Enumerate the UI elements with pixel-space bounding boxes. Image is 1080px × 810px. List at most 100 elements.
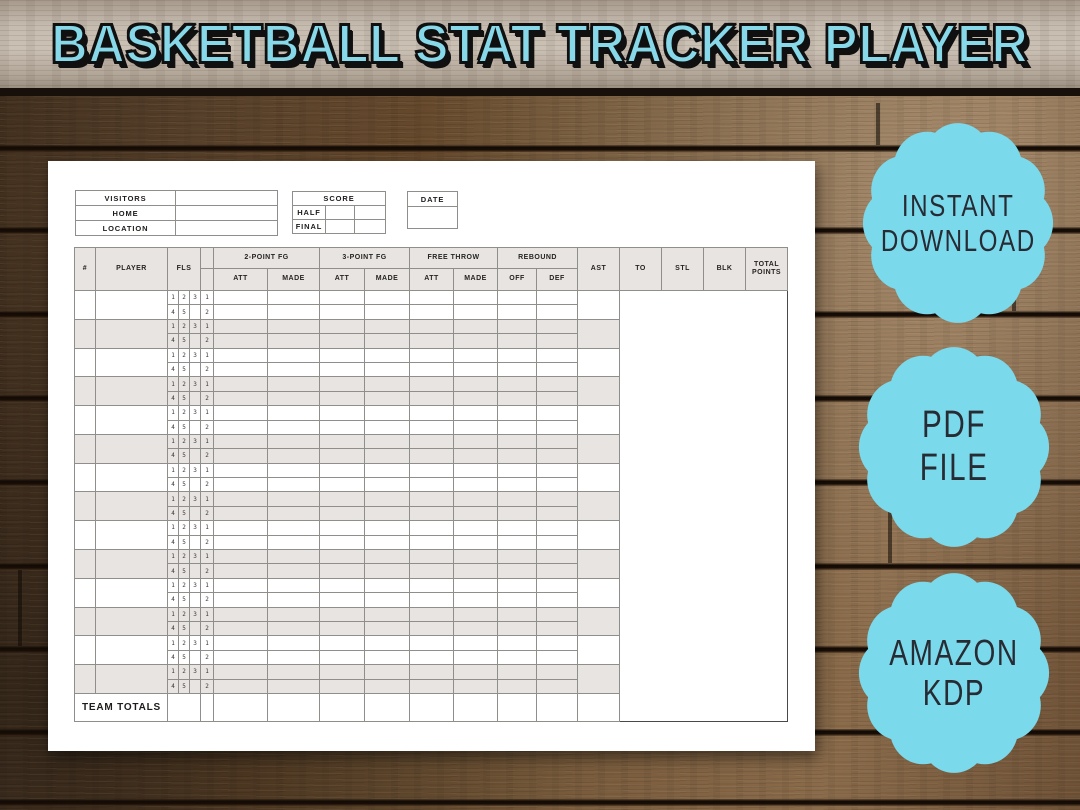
stat-cell xyxy=(364,289,411,306)
stat-cell xyxy=(497,289,538,306)
stat-cell xyxy=(497,577,538,594)
stat-cell xyxy=(364,606,411,622)
foul-cell: 5 xyxy=(178,534,190,551)
stat-cell xyxy=(213,318,269,335)
stat-cell xyxy=(364,534,411,551)
foul-cell: 2 xyxy=(178,376,190,392)
period-cell: 1 xyxy=(200,289,215,306)
foul-cell: 2 xyxy=(178,577,190,594)
badge-line: DOWNLOAD xyxy=(880,222,1036,258)
stat-cell xyxy=(497,664,538,680)
totals-stat-cell xyxy=(213,692,269,722)
stat-table-header: # PLAYER FLS 2-POINT FG 3-POINT FG FREE … xyxy=(74,247,789,291)
page-title: BASKETBALL STAT TRACKER PLAYER xyxy=(50,13,1029,75)
stat-cell xyxy=(213,649,269,666)
foul-cell: 5 xyxy=(178,649,190,666)
stat-cell xyxy=(409,606,455,622)
badge-line: PDF xyxy=(922,404,986,447)
stat-cell xyxy=(364,664,411,680)
stat-cell xyxy=(536,549,579,565)
totals-stat-cell xyxy=(364,692,411,722)
stat-cell xyxy=(319,347,366,363)
stat-cell xyxy=(497,376,538,392)
period-cell: 1 xyxy=(200,376,215,392)
stat-cell xyxy=(364,419,411,435)
foul-cell: 4 xyxy=(167,333,179,349)
col-header-reb-off: OFF xyxy=(497,268,538,291)
player-number-cell xyxy=(74,462,96,493)
period-cell: 2 xyxy=(200,649,215,666)
stat-cell xyxy=(267,462,321,479)
foul-cell xyxy=(188,477,202,493)
stat-cell xyxy=(497,304,538,320)
stat-cell xyxy=(267,505,321,522)
plank-gap xyxy=(0,145,1080,152)
foul-cell: 5 xyxy=(178,477,190,493)
stat-cell xyxy=(213,405,269,421)
stat-cell xyxy=(536,376,579,392)
stat-cell xyxy=(453,361,499,378)
badge-line: AMAZON xyxy=(889,631,1019,673)
badge-line: FILE xyxy=(919,446,989,489)
player-number-cell xyxy=(74,549,96,579)
period-cell: 2 xyxy=(200,592,215,608)
period-cell: 2 xyxy=(200,419,215,435)
foul-cell: 2 xyxy=(178,433,190,450)
player-name-cell xyxy=(95,491,168,522)
col-header-2pt-made: MADE xyxy=(267,268,321,291)
foul-cell: 4 xyxy=(167,678,179,694)
stat-cell xyxy=(267,577,321,594)
stat-cell xyxy=(409,534,455,551)
player-number-cell xyxy=(74,635,96,666)
stat-cell xyxy=(409,347,455,363)
foul-cell: 5 xyxy=(178,448,190,464)
stat-cell xyxy=(267,448,321,464)
stat-cell xyxy=(409,664,455,680)
stat-cell xyxy=(536,448,579,464)
half-score-cell xyxy=(325,205,355,220)
stat-cell xyxy=(536,577,579,594)
stat-cell xyxy=(409,563,455,579)
stat-cell xyxy=(536,318,579,335)
stat-cell xyxy=(497,520,538,536)
stat-cell xyxy=(319,592,366,608)
stat-cell xyxy=(319,405,366,421)
stat-cell xyxy=(267,491,321,507)
col-header-ast: AST xyxy=(577,247,621,291)
stat-cell xyxy=(319,491,366,507)
score-header-row: SCORE xyxy=(291,191,387,206)
foul-cell: 1 xyxy=(167,433,179,450)
total-points-cell xyxy=(577,318,621,349)
stat-cell xyxy=(364,304,411,320)
stat-cell xyxy=(213,390,269,407)
stat-cell xyxy=(497,649,538,666)
foul-cell: 5 xyxy=(178,592,190,608)
totals-stat-cell xyxy=(536,692,579,722)
stat-cell xyxy=(453,304,499,320)
foul-cell: 3 xyxy=(188,520,202,536)
foul-cell xyxy=(188,505,202,522)
stat-cell xyxy=(213,304,269,320)
stat-cell xyxy=(453,448,499,464)
foul-cell: 3 xyxy=(188,405,202,421)
foul-cell: 5 xyxy=(178,390,190,407)
player-name-cell xyxy=(95,433,168,464)
period-cell: 1 xyxy=(200,664,215,680)
stat-cell xyxy=(213,678,269,694)
foul-cell: 5 xyxy=(178,304,190,320)
location-row: LOCATION xyxy=(75,220,278,236)
foul-cell: 3 xyxy=(188,606,202,622)
stat-cell xyxy=(319,664,366,680)
stat-cell xyxy=(267,534,321,551)
stat-cell xyxy=(536,419,579,435)
period-cell: 1 xyxy=(200,635,215,651)
stat-cell xyxy=(453,289,499,306)
player-name-cell xyxy=(95,664,168,694)
stat-cell xyxy=(319,563,366,579)
